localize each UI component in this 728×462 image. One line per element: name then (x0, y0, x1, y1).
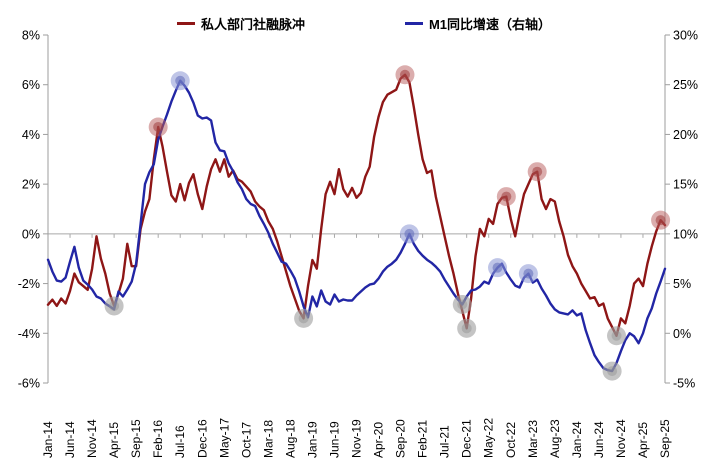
right-axis-tick-label: 0% (673, 327, 691, 341)
x-axis-tick-label: Jul-21 (438, 425, 452, 458)
legend-item-social-financing: 私人部门社融脉冲 (176, 14, 305, 33)
x-axis-tick-label: Sep-25 (658, 419, 672, 458)
x-axis-tick-label: Jun-19 (327, 421, 341, 458)
gray-highlight-marker-core (461, 323, 472, 334)
left-axis-tick-label: 0% (22, 227, 40, 241)
x-axis-tick-label: Feb-16 (151, 420, 165, 458)
x-axis-tick-label: Sep-20 (394, 419, 408, 458)
left-axis-tick-label: 6% (22, 78, 40, 92)
left-axis-tick-label: 8% (22, 29, 40, 43)
x-axis-tick-label: Jun-14 (63, 421, 77, 458)
right-axis-tick-label: 15% (673, 178, 698, 192)
chart-legend: 私人部门社融脉冲 M1同比增速（右轴） (0, 14, 728, 33)
x-axis-tick-label: Dec-16 (195, 419, 209, 458)
gray-highlight-marker (602, 361, 622, 381)
left-axis-tick-label: 2% (22, 178, 40, 192)
gray-highlight-marker (452, 294, 472, 314)
gray-highlight-marker (607, 326, 627, 346)
left-axis-tick-label: -4% (18, 327, 40, 341)
red-highlight-marker-core (655, 215, 666, 226)
social-financing-line (46, 73, 667, 337)
x-axis-tick-label: Apr-20 (372, 422, 386, 458)
blue-highlight-marker-core (175, 75, 186, 86)
x-axis-tick-label: Jul-16 (173, 425, 187, 458)
x-axis-tick-label: Apr-25 (636, 422, 650, 458)
gray-highlight-marker-core (109, 300, 120, 311)
left-axis-tick-label: -6% (18, 377, 40, 391)
legend-label-social-financing: 私人部门社融脉冲 (200, 17, 305, 32)
red-highlight-marker-core (532, 166, 543, 177)
blue-highlight-marker-core (492, 262, 503, 273)
x-axis-tick-label: Oct-17 (239, 422, 253, 458)
x-axis-tick-label: May-22 (482, 418, 496, 458)
right-axis-tick-label: 30% (673, 29, 698, 43)
gray-highlight-marker-core (607, 366, 618, 377)
left-axis-tick-label: 4% (22, 128, 40, 142)
gray-highlight-marker-core (611, 330, 622, 341)
left-axis-tick-label: -2% (18, 277, 40, 291)
x-axis-tick-label: Nov-24 (614, 419, 628, 458)
x-axis-tick-label: Oct-22 (504, 422, 518, 458)
x-axis-tick-label: Nov-19 (350, 419, 364, 458)
x-axis-tick-label: Jan-14 (41, 421, 55, 458)
x-axis-tick-label: Nov-14 (85, 419, 99, 458)
x-axis-tick-label: Jan-24 (570, 421, 584, 458)
red-line-swatch-icon (176, 22, 195, 25)
x-axis-tick-label: Apr-15 (107, 422, 121, 458)
x-axis-tick-label: Aug-18 (283, 419, 297, 458)
right-axis-tick-label: 10% (673, 227, 698, 241)
legend-label-m1-growth: M1同比增速（右轴） (428, 17, 552, 32)
right-axis-tick-label: 5% (673, 277, 691, 291)
right-axis-tick-label: 20% (673, 128, 698, 142)
gray-highlight-marker (104, 296, 124, 316)
blue-highlight-marker-core (523, 268, 534, 279)
x-axis-tick-label: May-17 (217, 418, 231, 458)
x-axis-tick-label: Dec-21 (460, 419, 474, 458)
x-axis-tick-label: Feb-21 (416, 420, 430, 458)
gray-highlight-marker-core (457, 299, 468, 310)
x-axis-tick-label: Aug-23 (548, 419, 562, 458)
right-axis-tick-label: -5% (673, 377, 695, 391)
x-axis-tick-label: Mar-18 (261, 420, 275, 458)
x-axis-tick-label: Mar-23 (526, 420, 540, 458)
red-highlight-marker-core (399, 69, 410, 80)
x-axis-tick-label: Sep-15 (129, 419, 143, 458)
x-axis-tick-label: Jan-19 (305, 421, 319, 458)
red-highlight-marker-core (501, 191, 512, 202)
right-axis-tick-label: 25% (673, 78, 698, 92)
legend-item-m1-growth: M1同比增速（右轴） (404, 14, 552, 33)
blue-line-swatch-icon (404, 22, 423, 25)
gray-highlight-marker (457, 318, 477, 338)
m1-growth-line (46, 79, 667, 373)
x-axis-tick-label: Jun-24 (592, 421, 606, 458)
blue-highlight-marker-core (404, 228, 415, 239)
gray-highlight-marker (294, 308, 314, 328)
red-highlight-marker-core (153, 121, 164, 132)
gray-highlight-marker-core (298, 313, 309, 324)
